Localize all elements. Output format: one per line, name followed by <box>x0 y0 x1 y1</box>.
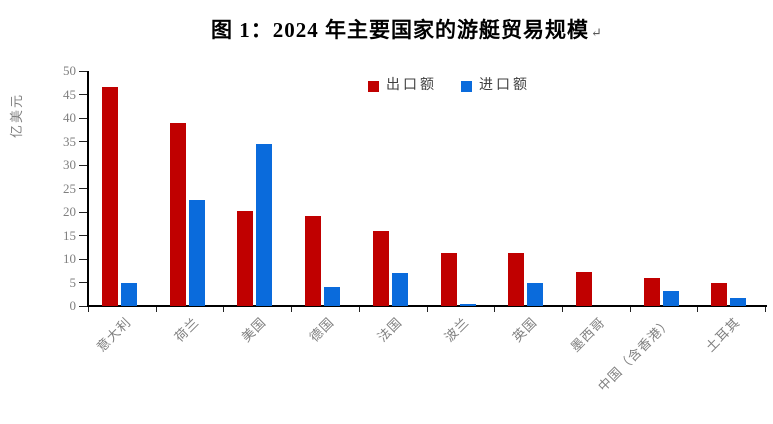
y-tick <box>79 211 87 213</box>
bar-进口额-中国（含香港） <box>662 291 679 306</box>
y-tick <box>79 188 87 189</box>
plot-area <box>88 71 765 306</box>
import-swatch-icon <box>461 80 472 92</box>
y-axis-title: 亿美元 <box>9 92 24 138</box>
bar-出口额-美国 <box>237 211 254 306</box>
legend-item-export: 出口额 <box>368 79 437 93</box>
y-tick-label: 30 <box>63 157 76 172</box>
y-tick-label: 20 <box>63 204 76 219</box>
bar-出口额-英国 <box>508 253 525 306</box>
x-tick <box>88 307 89 312</box>
y-tick <box>79 164 87 166</box>
title-row: 图 1：2024 年主要国家的游艇贸易规模 ↵ <box>0 14 773 44</box>
bar-进口额-波兰 <box>459 303 476 306</box>
bar-出口额-意大利 <box>102 87 118 306</box>
bar-出口额-墨西哥 <box>575 272 592 306</box>
x-tick <box>765 307 766 312</box>
y-tick <box>79 94 87 95</box>
y-tick-label: 50 <box>63 63 76 78</box>
y-axis-line <box>87 71 89 307</box>
x-tick <box>426 307 428 312</box>
y-tick-label: 45 <box>63 86 76 102</box>
legend-label-import: 进口额 <box>479 78 530 93</box>
x-tick <box>561 307 563 312</box>
y-tick-label: 25 <box>63 180 76 196</box>
x-tick <box>494 307 496 312</box>
legend: 出口额 进口额 <box>368 79 530 93</box>
legend-item-import: 进口额 <box>461 79 530 93</box>
chart-title: 图 1：2024 年主要国家的游艇贸易规模 <box>211 18 590 42</box>
bar-进口额-美国 <box>256 143 273 306</box>
y-tick-label: 40 <box>63 110 76 125</box>
y-tick-label: 5 <box>69 274 77 290</box>
legend-label-export: 出口额 <box>386 78 437 93</box>
y-tick <box>79 117 87 119</box>
y-tick-label: 0 <box>69 298 77 313</box>
y-tick <box>79 305 87 307</box>
y-tick <box>79 282 87 283</box>
bar-出口额-中国（含香港） <box>643 277 660 306</box>
y-tick-label: 35 <box>63 133 76 149</box>
bar-进口额-英国 <box>527 282 544 306</box>
x-axis-line <box>87 305 767 307</box>
bar-出口额-波兰 <box>440 253 457 306</box>
x-tick <box>629 307 631 312</box>
y-tick <box>79 258 87 260</box>
bar-进口额-法国 <box>391 273 408 306</box>
bar-出口额-荷兰 <box>169 122 186 306</box>
x-tick <box>358 307 360 312</box>
bar-进口额-土耳其 <box>730 298 747 306</box>
x-tick <box>697 307 699 312</box>
bar-进口额-意大利 <box>121 282 137 306</box>
x-tick <box>291 307 293 312</box>
export-swatch-icon <box>368 80 379 92</box>
bar-进口额-德国 <box>324 287 341 306</box>
y-tick <box>79 141 87 142</box>
paragraph-mark-icon: ↵ <box>591 25 602 40</box>
bar-出口额-土耳其 <box>711 283 728 306</box>
bar-出口额-法国 <box>372 230 389 306</box>
y-tick-label: 15 <box>63 227 76 243</box>
y-tick <box>79 235 87 236</box>
x-tick <box>155 307 157 312</box>
bar-进口额-荷兰 <box>188 200 205 306</box>
bar-出口额-德国 <box>305 215 322 306</box>
x-tick <box>223 307 225 312</box>
y-tick <box>79 70 87 72</box>
y-tick-label: 10 <box>63 251 76 266</box>
